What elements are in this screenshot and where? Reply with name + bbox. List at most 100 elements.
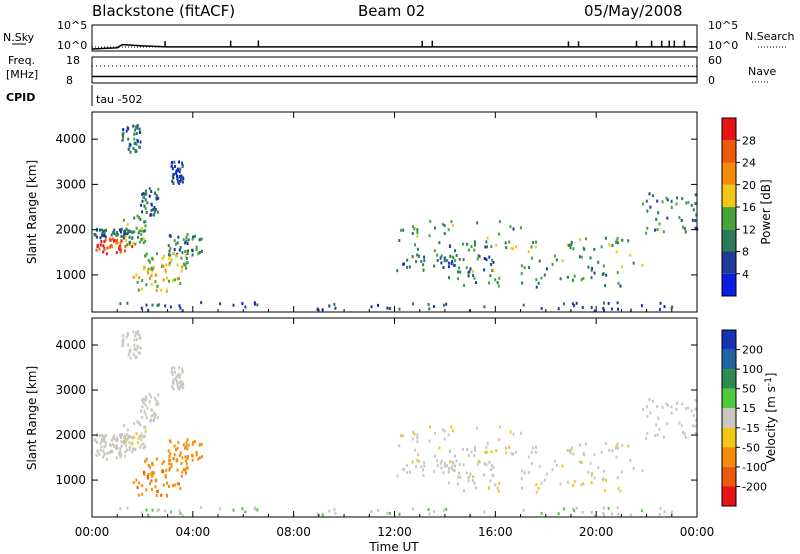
power-point — [108, 245, 111, 249]
velocity-point — [135, 331, 138, 335]
velocity-point — [583, 453, 586, 457]
power-point — [570, 243, 573, 246]
power-point — [670, 206, 673, 209]
velocity-point — [439, 461, 442, 465]
velocity-point — [685, 407, 688, 410]
power-point — [489, 274, 492, 278]
velocity-point — [135, 432, 138, 436]
power-point — [473, 240, 476, 244]
power-point — [566, 275, 569, 279]
velocity-point — [447, 467, 450, 470]
power-point — [590, 306, 593, 309]
velocity-point — [124, 454, 126, 458]
velocity-point — [253, 507, 256, 511]
velocity-point — [416, 440, 419, 444]
power-point — [468, 270, 471, 274]
colorbar-swatch — [722, 369, 736, 389]
power-point — [491, 258, 494, 262]
power-point — [168, 263, 171, 267]
velocity-point — [463, 489, 465, 493]
velocity-point — [641, 469, 644, 473]
colorbar-tick-label: 8 — [742, 246, 749, 259]
power-point — [127, 229, 130, 233]
velocity-point — [185, 466, 188, 470]
power-point — [433, 264, 436, 268]
power-point — [436, 253, 439, 257]
power-point — [540, 276, 543, 280]
velocity-point — [161, 470, 163, 474]
power-point — [658, 222, 661, 226]
power-point — [161, 265, 163, 268]
power-point — [611, 244, 614, 247]
velocity-point — [575, 506, 578, 510]
colorbar-swatch — [722, 251, 736, 274]
power-point — [147, 271, 150, 275]
power-point — [131, 230, 134, 234]
velocity-point — [678, 421, 681, 425]
velocity-point — [433, 454, 436, 458]
power-point — [122, 218, 125, 222]
velocity-point — [449, 460, 452, 464]
nsky-tick-top: 10^5 — [57, 19, 87, 32]
velocity-point — [140, 409, 142, 413]
power-point — [173, 160, 176, 164]
power-point — [185, 266, 187, 270]
velocity-point — [651, 399, 654, 403]
power-point — [132, 124, 135, 128]
velocity-point — [473, 481, 476, 485]
power-point — [177, 277, 180, 281]
velocity-point — [585, 442, 587, 446]
velocity-point — [443, 461, 446, 465]
velocity-point — [166, 493, 168, 497]
power-point — [472, 273, 474, 277]
velocity-point — [157, 393, 160, 397]
power-point — [316, 307, 319, 311]
power-point — [175, 169, 178, 173]
power-point — [124, 244, 127, 248]
velocity-point — [138, 336, 141, 340]
power-point — [615, 250, 618, 254]
velocity-point — [144, 434, 147, 438]
power-point — [445, 302, 448, 306]
power-point — [579, 238, 581, 242]
velocity-point — [179, 511, 182, 515]
velocity-point — [170, 463, 173, 467]
power-point — [128, 229, 131, 233]
power-point — [182, 177, 185, 181]
power-point — [180, 269, 183, 273]
velocity-point — [152, 413, 155, 417]
velocity-point — [94, 439, 97, 443]
velocity-point — [411, 460, 414, 464]
velocity-point — [485, 445, 488, 449]
power-point — [593, 309, 596, 313]
velocity-point — [173, 444, 176, 448]
power-point — [160, 288, 163, 292]
power-point — [139, 240, 142, 244]
velocity-point — [445, 464, 448, 468]
velocity-point — [168, 455, 171, 458]
velocity-point — [408, 470, 411, 474]
velocity-point — [186, 447, 189, 451]
power-point — [153, 206, 156, 209]
power-point — [141, 192, 144, 196]
power-point — [99, 243, 102, 247]
power-point — [176, 167, 179, 171]
power-point — [253, 302, 256, 306]
colorbar-tick-label: 100 — [742, 363, 763, 376]
power-point — [604, 236, 607, 240]
power-point — [495, 243, 498, 247]
velocity-point — [181, 370, 184, 374]
power-point — [602, 306, 605, 310]
velocity-point — [150, 487, 153, 491]
power-point — [144, 254, 147, 258]
freq-label-top: Freq. — [8, 54, 35, 67]
colorbar-tick-label: -50 — [742, 441, 760, 454]
power-point — [694, 193, 697, 197]
power-point — [178, 160, 181, 164]
power-point — [509, 225, 512, 229]
velocity-point — [589, 461, 592, 465]
power-point — [119, 250, 122, 254]
power-point — [146, 201, 149, 205]
power-point — [451, 260, 454, 263]
velocity-point — [180, 462, 183, 465]
